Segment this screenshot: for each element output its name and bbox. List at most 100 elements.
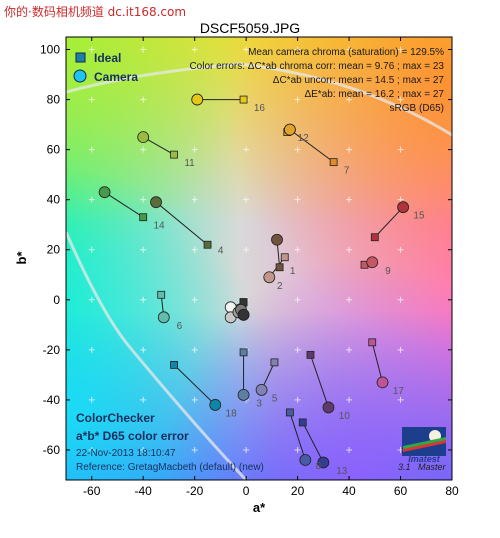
grid-plus: [88, 396, 95, 403]
grid-plus: [88, 296, 95, 303]
grid-plus: [191, 146, 198, 153]
x-axis-ticks: -60 -40 -20 0 20 40 60 80: [83, 37, 459, 498]
gamut-boundary-top: [66, 62, 452, 137]
camera-point: [376, 376, 389, 389]
grid-plus: [397, 396, 404, 403]
patch-number-label: 5: [272, 393, 278, 404]
ideal-point: [139, 213, 148, 222]
grid-plus: [346, 46, 353, 53]
stats-line: ΔC*ab uncorr: mean = 14.5 ; max = 27: [273, 75, 445, 86]
x-tick-label: 80: [445, 484, 459, 498]
patch-number-label: 2: [277, 281, 283, 292]
grid-plus: [191, 446, 198, 453]
imatest-logo: Imatest 3.1 Master: [398, 427, 447, 472]
stats-line: Color errors: ΔC*ab chroma corr: mean = …: [189, 61, 444, 72]
y-tick-label: 60: [47, 143, 61, 157]
grid-plus: [243, 146, 250, 153]
grid-plus: [140, 396, 147, 403]
grid-plus: [294, 396, 301, 403]
color-gamut-background: [66, 37, 452, 480]
patch-number-label: 4: [218, 246, 224, 257]
y-tick-label: 20: [47, 243, 61, 257]
camera-point: [157, 311, 170, 324]
x-tick-label: -60: [83, 484, 101, 498]
grid-plus: [397, 246, 404, 253]
grid-plus: [294, 96, 301, 103]
ideal-point: [306, 350, 315, 359]
error-line: [289, 412, 306, 461]
grid-plus: [88, 96, 95, 103]
grid-plus: [140, 296, 147, 303]
page-title: DSCF5059.JPG: [199, 20, 301, 36]
ideal-point: [270, 358, 279, 367]
grid-plus: [346, 196, 353, 203]
grid-plus: [294, 446, 301, 453]
camera-point: [255, 383, 268, 396]
grid-plus: [294, 296, 301, 303]
logo-version: 3.1: [398, 462, 411, 472]
error-line: [374, 206, 404, 238]
patch-number-label: 15: [413, 211, 425, 222]
grid-plus: [88, 446, 95, 453]
grid-plus: [397, 196, 404, 203]
legend: Ideal Camera: [73, 51, 138, 84]
camera-point: [137, 131, 150, 144]
patch-number-label: 6: [177, 321, 183, 332]
ideal-point: [203, 240, 212, 249]
error-line: [371, 342, 384, 383]
logo-edition: Master: [418, 462, 447, 472]
patch-number-label: 9: [385, 266, 391, 277]
grid-plus: [346, 146, 353, 153]
camera-point: [322, 401, 335, 414]
y-tick-label: 80: [47, 93, 61, 107]
ideal-point: [239, 348, 248, 357]
y-tick-label: 100: [40, 43, 60, 57]
y-tick-label: 40: [47, 193, 61, 207]
y-axis-ticks: -60 -40 -20 0 20 40 60 80 100: [40, 43, 452, 457]
gamut-boundary-left: [66, 231, 248, 480]
error-line: [289, 129, 334, 163]
legend-camera-swatch: [73, 69, 87, 83]
grid-plus: [140, 146, 147, 153]
grid-plus: [397, 46, 404, 53]
camera-point: [237, 389, 250, 401]
grid-plus: [191, 396, 198, 403]
patch-number-label: 11: [184, 158, 195, 169]
grid-plus: [140, 246, 147, 253]
stats-line: sRGB (D65): [390, 103, 444, 114]
patch-number-label: 8: [316, 461, 322, 472]
ideal-point: [280, 253, 289, 262]
grid-plus: [243, 46, 250, 53]
patch-number-label: 10: [339, 411, 351, 422]
grid-plus: [243, 196, 250, 203]
watermark: 你的·数码相机频道 dc.it168.com: [4, 5, 187, 19]
grid-plus: [397, 96, 404, 103]
stats-line: ΔE*ab: mean = 16.2 ; max = 27: [304, 89, 444, 100]
stats-line: Mean camera chroma (saturation) = 129.5%: [248, 47, 444, 58]
ideal-point: [298, 418, 307, 427]
grid-plus: [140, 96, 147, 103]
footer-block: ColorChecker a*b* D65 color error 22-Nov…: [76, 411, 264, 473]
grid-plus: [140, 196, 147, 203]
grid-plus: [346, 396, 353, 403]
camera-point: [150, 196, 162, 209]
footer-date: 22-Nov-2013 18:10:47: [76, 448, 176, 459]
camera-point: [397, 201, 410, 214]
grid-plus: [397, 346, 404, 353]
error-line: [309, 354, 329, 408]
legend-camera-label: Camera: [94, 70, 138, 84]
stats-block: Mean camera chroma (saturation) = 129.5%…: [189, 47, 444, 114]
error-line: [155, 201, 208, 246]
grid-plus: [294, 346, 301, 353]
patch-number-label: 18: [226, 408, 238, 419]
patch-number-label: 16: [254, 103, 266, 114]
grid-plus: [140, 46, 147, 53]
logo-brand: Imatest: [408, 454, 441, 464]
grid-plus: [346, 246, 353, 253]
camera-point: [209, 399, 222, 411]
grid-plus: [191, 346, 198, 353]
grid-plus: [294, 146, 301, 153]
grid-plus: [294, 246, 301, 253]
